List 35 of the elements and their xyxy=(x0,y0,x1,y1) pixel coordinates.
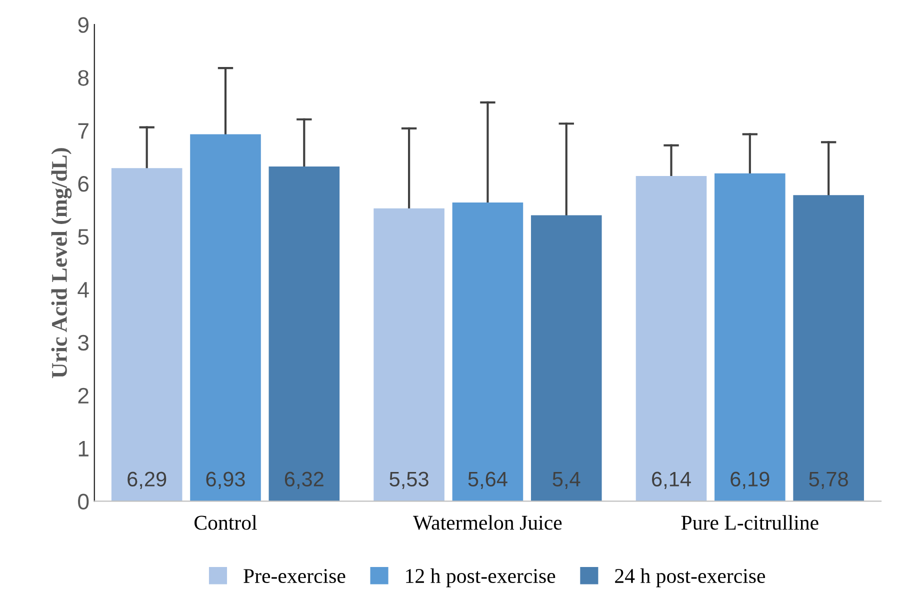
y-tick-label: 7 xyxy=(78,123,88,139)
bar xyxy=(111,168,182,502)
bar xyxy=(714,173,786,502)
y-tick-label: 6 xyxy=(78,176,89,192)
bar xyxy=(452,202,524,502)
y-tick-label: 2 xyxy=(78,388,88,404)
data-label: 5,64 xyxy=(468,472,508,489)
bar xyxy=(793,195,864,502)
data-label: 6,29 xyxy=(128,472,166,489)
y-tick-label: 4 xyxy=(78,282,89,298)
x-tick-label: Watermelon Juice xyxy=(413,515,562,530)
bar xyxy=(268,166,340,502)
data-label: 5,53 xyxy=(390,472,428,489)
bar xyxy=(190,134,261,502)
y-tick-label: 1 xyxy=(78,441,88,456)
data-label: 6,93 xyxy=(206,472,245,489)
y-tick-label: 5 xyxy=(78,229,89,245)
data-label: 6,19 xyxy=(730,472,770,489)
data-label: 5,4 xyxy=(552,472,580,489)
y-tick-label: 9 xyxy=(78,17,88,33)
bar xyxy=(636,176,707,502)
y-tick-label: 0 xyxy=(78,494,89,510)
data-label: 5,78 xyxy=(809,472,848,489)
bar xyxy=(374,208,444,502)
legend-label: Pre-exercise xyxy=(244,569,346,584)
y-axis-title: Uric Acid Level (mg/dL) xyxy=(51,148,72,378)
data-label: 6,14 xyxy=(652,472,691,489)
y-tick-label: 8 xyxy=(78,70,89,86)
bar xyxy=(530,215,602,502)
y-tick-label: 3 xyxy=(78,334,89,351)
x-tick-label: Pure L-citrulline xyxy=(681,515,818,530)
data-label: 6,32 xyxy=(284,472,324,489)
legend-label: 12 h post-exercise xyxy=(406,568,556,588)
x-tick-label: Control xyxy=(194,515,257,530)
legend-label: 24 h post-exercise xyxy=(615,568,766,588)
